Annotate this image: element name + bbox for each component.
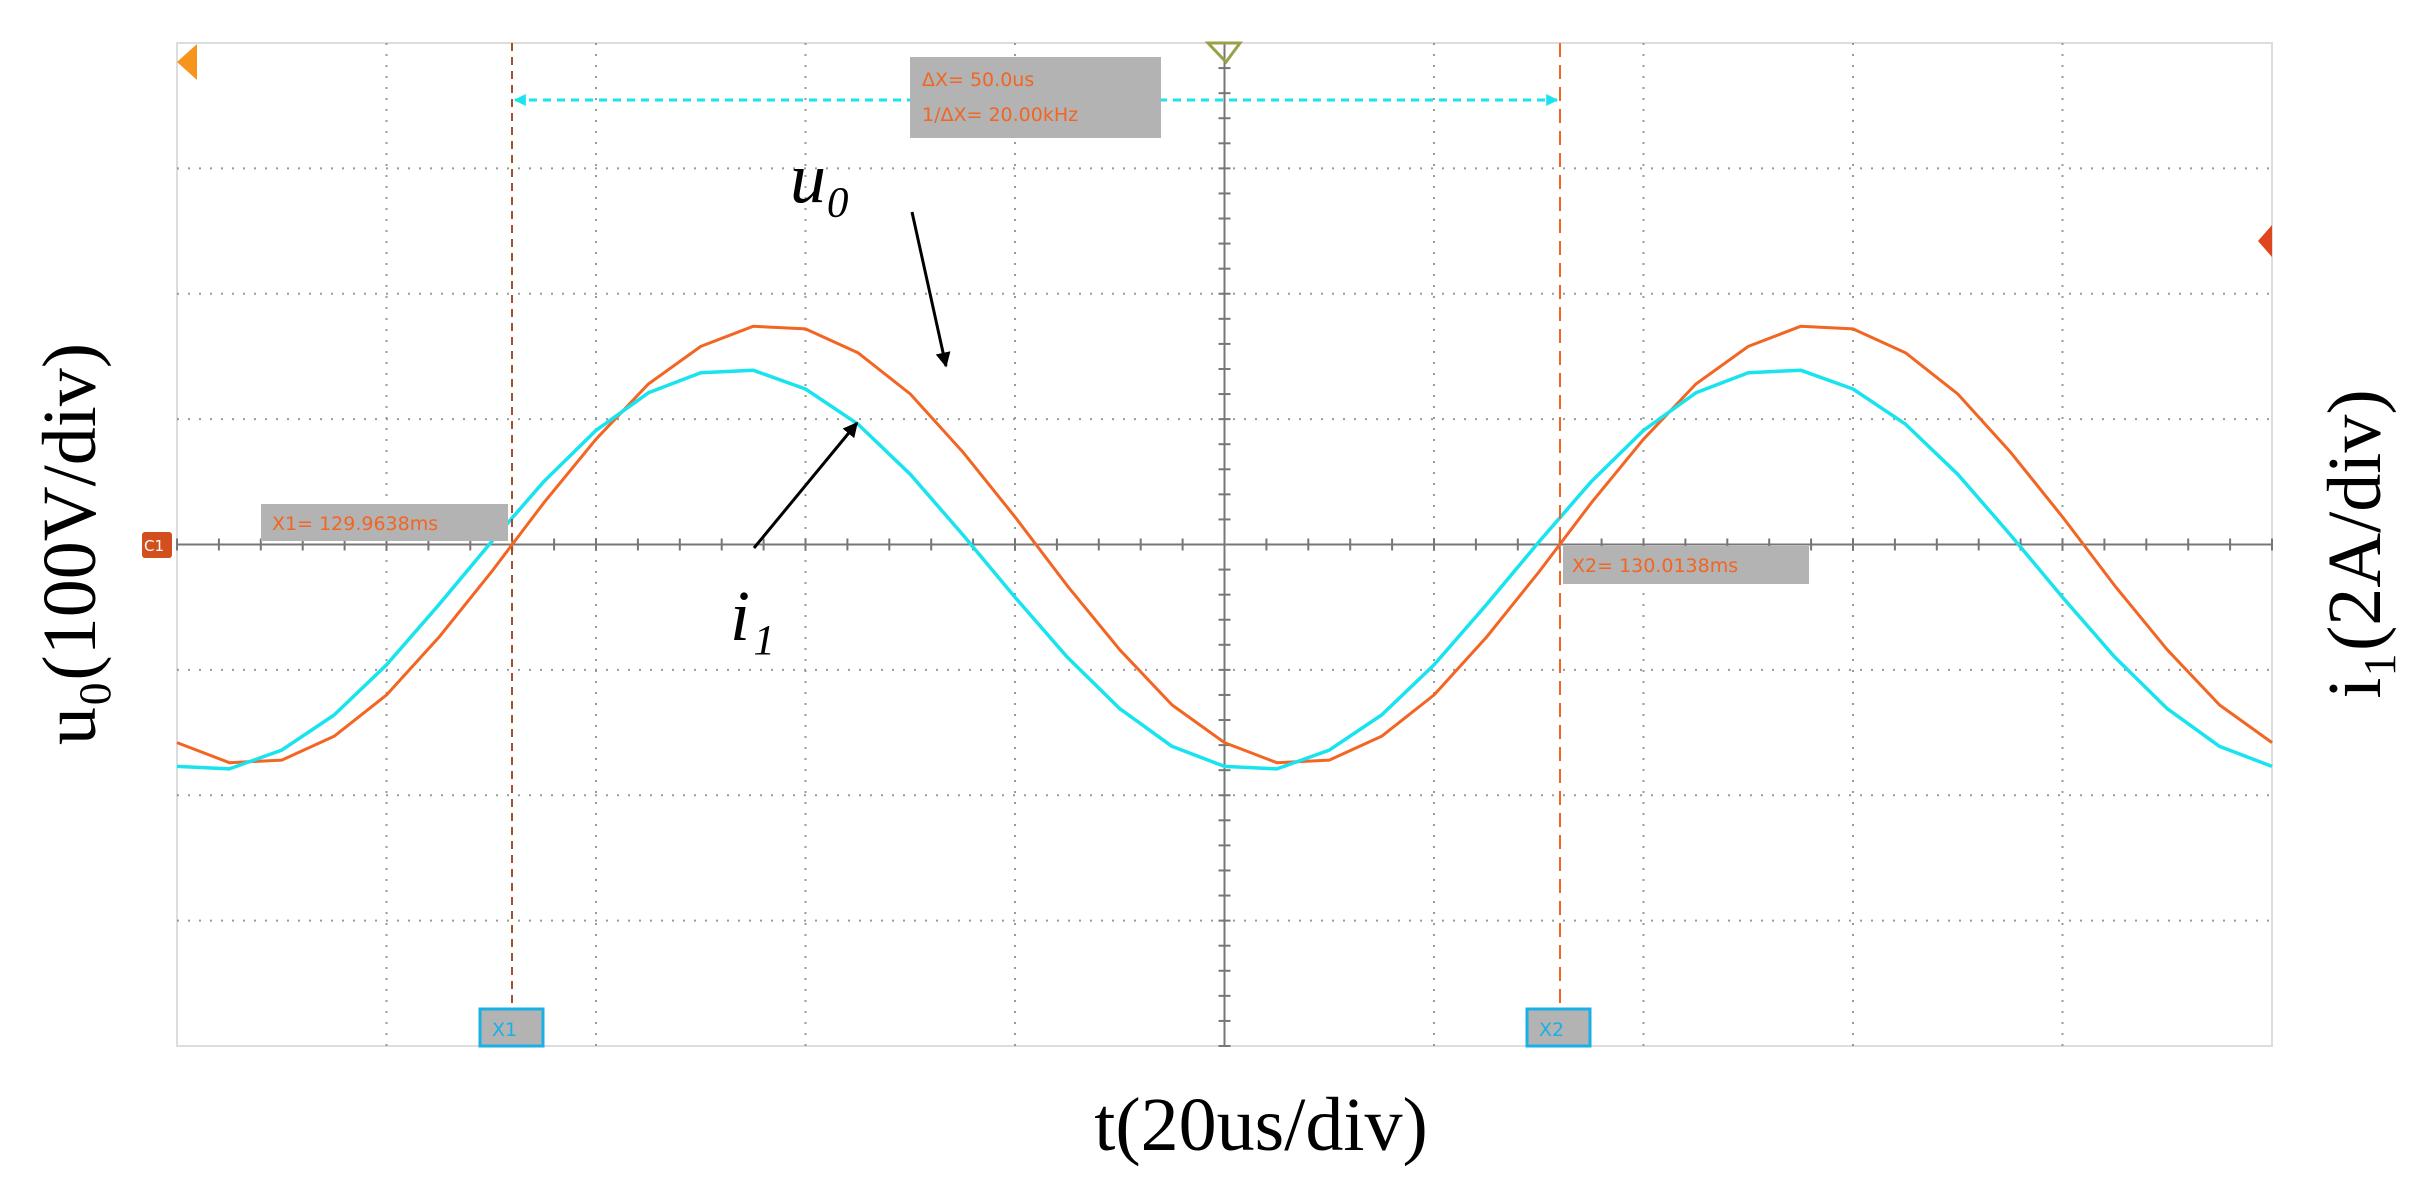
time-marker — [1204, 41, 1243, 65]
delta-text: ΔX= 50.0us — [922, 69, 1034, 91]
channel-box — [142, 532, 172, 558]
x1-marker-text: X1 — [492, 1019, 517, 1041]
series-line — [176, 324, 2273, 765]
channel-text: C1 — [144, 537, 164, 555]
freq-text: 1/ΔX= 20.00kHz — [922, 104, 1078, 126]
u0-label: u₀ — [790, 138, 851, 218]
x-axis-label: t(20us/div) — [1094, 1083, 1428, 1167]
i1-arrow — [752, 421, 859, 549]
trigger-marker — [177, 44, 197, 80]
y-axis-label: u₀(100V/div) — [28, 343, 112, 745]
x1-marker — [478, 1007, 545, 1048]
series-line — [176, 368, 2273, 771]
y2-axis-label: i₁(2A/div) — [2313, 389, 2397, 698]
x1-readout: X1= 129.9638ms — [272, 513, 438, 535]
x2-readout: X2= 130.0138ms — [1572, 555, 1738, 577]
delta-box — [910, 57, 1161, 138]
level-marker — [2258, 225, 2272, 257]
u0-arrow — [910, 211, 951, 368]
x1-readout-box — [261, 504, 508, 541]
x2-readout-box — [1563, 546, 1809, 584]
x2-marker-text: X2 — [1539, 1019, 1564, 1041]
waveforms — [176, 324, 2273, 771]
x2-marker — [1525, 1007, 1592, 1048]
i1-label: i₁ — [730, 576, 775, 656]
